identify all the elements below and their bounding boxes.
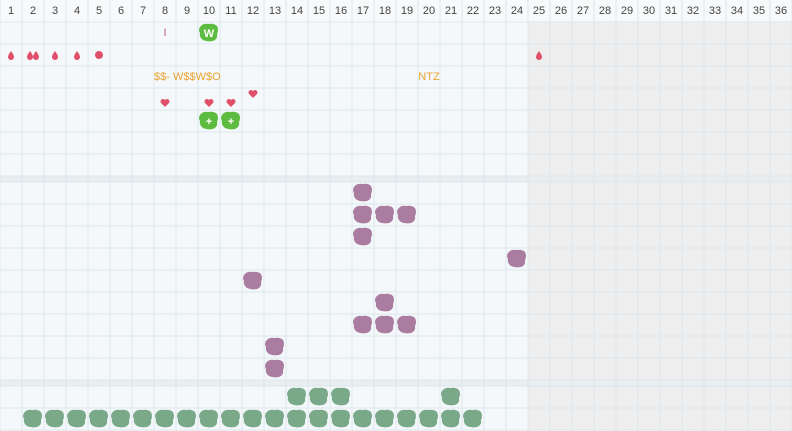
blob (199, 111, 218, 130)
drop (27, 51, 33, 60)
blob (45, 409, 64, 428)
column-label: 2 (30, 5, 36, 17)
blob (375, 315, 394, 334)
blob (265, 359, 284, 378)
code: $$- W$$W$O (154, 71, 221, 83)
blob (397, 205, 416, 224)
blob (353, 315, 372, 334)
blob (463, 409, 482, 428)
column-label: 24 (511, 5, 523, 17)
tag: NTZ (418, 71, 440, 83)
blob (133, 409, 152, 428)
drop (8, 51, 14, 60)
marker: I (163, 27, 166, 39)
blob (265, 337, 284, 356)
plus: + (206, 116, 212, 128)
column-label: 27 (577, 5, 589, 17)
column-label: 17 (357, 5, 369, 17)
dot (95, 51, 103, 59)
column-label: 31 (665, 5, 677, 17)
plus: + (228, 116, 234, 128)
column-label: 5 (96, 5, 102, 17)
blob (375, 293, 394, 312)
heart (160, 99, 170, 107)
column-label: 21 (445, 5, 457, 17)
blob (243, 409, 262, 428)
column-label: 7 (140, 5, 146, 17)
column-label: 19 (401, 5, 413, 17)
blob (23, 409, 42, 428)
column-label: 6 (118, 5, 124, 17)
blob (155, 409, 174, 428)
column-label: 32 (687, 5, 699, 17)
blob (221, 111, 240, 130)
column-label: 14 (291, 5, 303, 17)
heart (204, 98, 214, 107)
blob (111, 409, 130, 428)
blob (287, 409, 306, 428)
column-label: 10 (203, 5, 215, 17)
column-label: 23 (489, 5, 501, 17)
drop (52, 51, 58, 60)
column-label: 12 (247, 5, 259, 17)
blob (507, 249, 526, 268)
column-label: 35 (753, 5, 765, 17)
column-label: 4 (74, 5, 80, 17)
column-label: 13 (269, 5, 281, 17)
drop (33, 51, 39, 60)
blob (353, 227, 372, 246)
blob (67, 409, 86, 428)
blob (331, 409, 350, 428)
column-label: 34 (731, 5, 743, 17)
column-label: 30 (643, 5, 655, 17)
blob (89, 409, 108, 428)
blob (243, 271, 262, 290)
blob (353, 205, 372, 224)
blob (199, 409, 218, 428)
column-label: 9 (184, 5, 190, 17)
blob (397, 409, 416, 428)
blob (221, 409, 240, 428)
blob (441, 387, 460, 406)
drop (74, 51, 80, 60)
column-label: 29 (621, 5, 633, 17)
blob (353, 183, 372, 202)
column-label: 11 (225, 5, 236, 17)
column-label: 3 (52, 5, 58, 17)
blob (265, 409, 284, 428)
blob (287, 387, 306, 406)
badge: W (204, 28, 215, 40)
column-label: 25 (533, 5, 545, 17)
drop (536, 51, 542, 60)
blob (309, 409, 328, 428)
heart (248, 90, 258, 98)
blob (375, 205, 394, 224)
column-label: 16 (335, 5, 347, 17)
column-label: 22 (467, 5, 479, 17)
blob (177, 409, 196, 428)
blob (419, 409, 438, 428)
column-label: 18 (379, 5, 391, 17)
column-label: 33 (709, 5, 721, 17)
blob (441, 409, 460, 428)
blob (199, 23, 218, 42)
blob (375, 409, 394, 428)
heart (226, 99, 236, 107)
column-label: 1 (8, 5, 14, 17)
column-label: 8 (162, 5, 168, 17)
blob (309, 387, 328, 406)
column-label: 15 (313, 5, 325, 17)
blob (397, 315, 416, 334)
blob (331, 387, 350, 406)
column-label: 26 (555, 5, 567, 17)
column-label: 28 (599, 5, 611, 17)
column-label: 36 (775, 5, 787, 17)
column-label: 20 (423, 5, 435, 17)
blob (353, 409, 372, 428)
